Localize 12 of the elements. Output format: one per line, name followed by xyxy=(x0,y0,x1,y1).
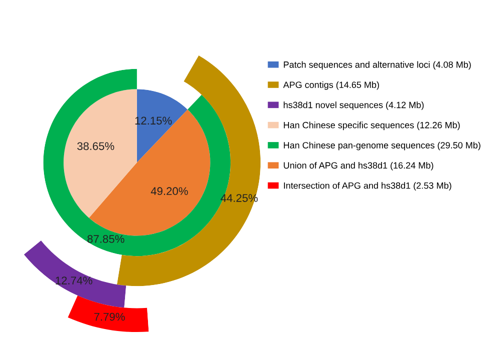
data-label: 49.20% xyxy=(150,187,188,196)
data-label: 7.79% xyxy=(94,312,125,321)
data-label: 12.74% xyxy=(56,276,92,284)
legend-label: hs38d1 novel sequences (4.12 Mb) xyxy=(284,102,424,110)
legend-label: Han Chinese specific sequences (12.26 Mb) xyxy=(284,122,460,130)
legend-label: APG contigs (14.65 Mb) xyxy=(283,81,379,90)
data-label: 38.65% xyxy=(77,142,114,150)
legend-label: Union of APG and hs38d1 (16.24 Mb) xyxy=(284,162,434,170)
legend-label: Intersection of APG and hs38d1 (2.53 Mb) xyxy=(284,182,452,191)
legend-label: Han Chinese pan-genome sequences (29.50 Mb) xyxy=(284,142,480,150)
legend-label: Patch sequences and alternative loci (4.08 Mb) xyxy=(284,61,471,70)
data-label: 87.85% xyxy=(87,235,124,243)
